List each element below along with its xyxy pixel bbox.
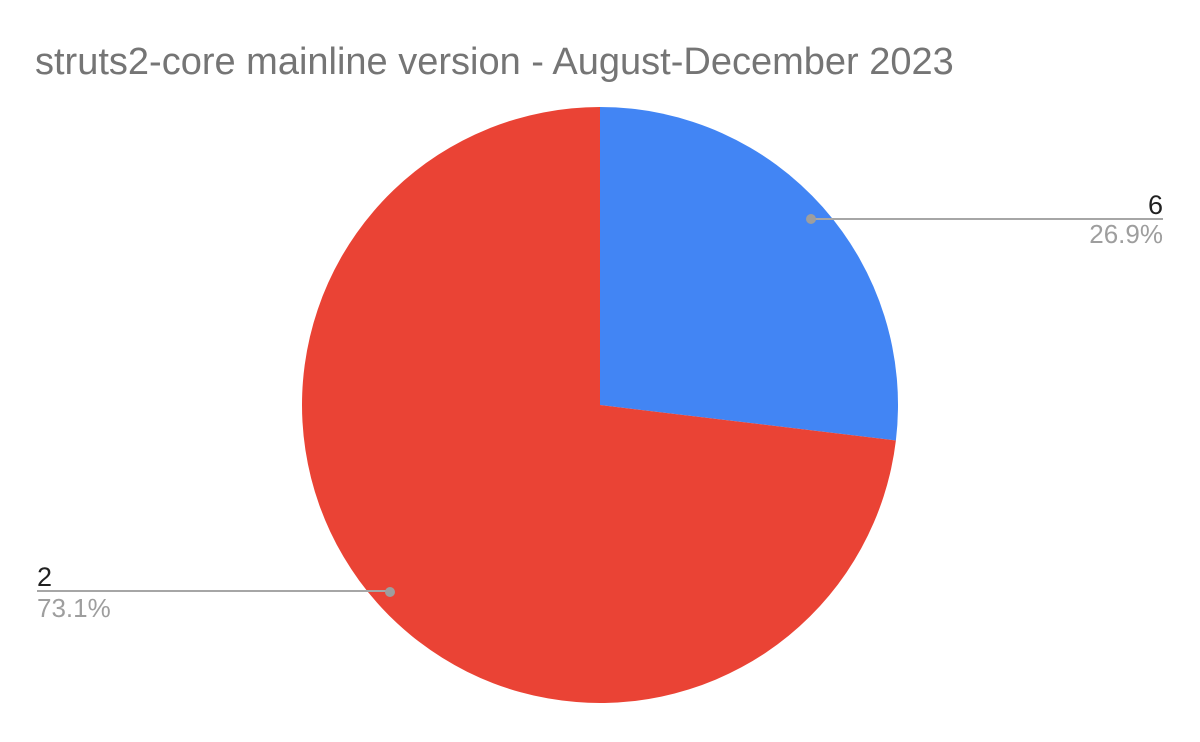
callout-dot-blue-slice	[806, 214, 816, 224]
slice-value-label-red: 2	[37, 562, 53, 592]
pie-slice-2[interactable]	[302, 107, 896, 703]
slice-value-label-blue: 6	[1147, 190, 1163, 220]
callout-line-red-slice	[37, 590, 390, 592]
slice-percent-label-red: 73.1%	[37, 593, 111, 623]
pie-slice-6[interactable]	[600, 107, 898, 441]
slice-percent-label-blue: 26.9%	[1089, 219, 1163, 249]
callout-line-blue-slice	[811, 218, 1163, 220]
pie-chart	[302, 107, 898, 703]
chart-title: struts2-core mainline version - August-D…	[35, 41, 954, 83]
callout-dot-red-slice	[385, 587, 395, 597]
